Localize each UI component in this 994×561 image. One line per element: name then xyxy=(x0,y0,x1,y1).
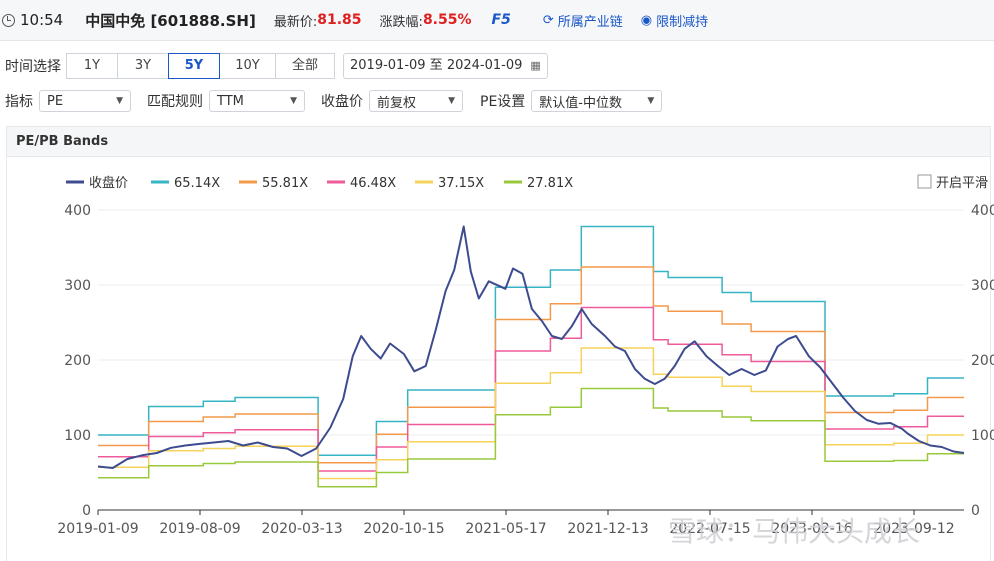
x-tick-label: 2023-09-12 xyxy=(873,521,954,537)
chevron-down-icon: ▼ xyxy=(290,96,297,106)
rule-value: TTM xyxy=(217,93,244,109)
rule-select[interactable]: TTM ▼ xyxy=(209,90,305,112)
stock-title: 中国中免 [601888.SH] xyxy=(85,11,256,30)
change-value: 8.55% xyxy=(422,12,472,28)
smooth-label: 开启平滑 xyxy=(936,176,988,191)
top-bar: 10:54 中国中免 [601888.SH] 最新价: 81.85 涨跌幅: 8… xyxy=(0,0,994,41)
latest-price-label: 最新价: xyxy=(273,14,318,30)
y-tick-label: 100 xyxy=(64,428,91,444)
legend-label: 收盘价 xyxy=(89,175,128,191)
smooth-checkbox[interactable] xyxy=(917,174,932,189)
price-value: 前复权 xyxy=(377,95,417,111)
panel-title: PE/PB Bands xyxy=(7,127,990,157)
period-3y-button[interactable]: 3Y xyxy=(117,52,169,79)
smooth-toggle[interactable]: 开启平滑 xyxy=(917,174,988,191)
y-tick-label-right: 400 xyxy=(971,203,994,219)
x-tick-label: 2021-12-13 xyxy=(567,521,648,537)
legend-label: 55.81X xyxy=(262,176,308,191)
price-label: 收盘价 xyxy=(321,94,363,110)
industry-chain-link[interactable]: ⟳ 所属产业链 xyxy=(543,11,623,30)
period-row: 时间选择 1Y 3Y 5Y 10Y 全部 2019-01-09 至 2024-0… xyxy=(0,52,548,79)
calendar-icon: ▦ xyxy=(530,58,541,72)
current-time: 10:54 xyxy=(20,11,64,29)
axes: 0 0 100 100 200 200 300 300 400 400 2019-01-09 2019… xyxy=(57,203,994,537)
x-tick-label: 2020-03-13 xyxy=(261,521,342,537)
x-tick-label: 2019-01-09 xyxy=(57,521,138,537)
price-line xyxy=(97,225,965,469)
change-label: 涨跌幅: xyxy=(379,14,423,30)
band-line-27.81X xyxy=(98,387,964,488)
x-tick-label: 2023-02-16 xyxy=(771,521,852,537)
chart-panel: PE/PB Bands xyxy=(6,126,991,561)
pe-setting-value: 默认值-中位数 xyxy=(539,95,622,111)
y-tick-label: 400 xyxy=(64,203,91,219)
y-tick-label-right: 0 xyxy=(971,503,980,519)
latest-price-value: 81.85 xyxy=(317,12,362,28)
date-range-picker[interactable]: 2019-01-09 至 2024-01-09 ▦ xyxy=(343,52,548,79)
price-select[interactable]: 前复权 ▼ xyxy=(369,90,463,112)
pe-setting-label: PE设置 xyxy=(480,94,526,110)
indicator-value: PE xyxy=(47,93,64,109)
legend-label: 46.48X xyxy=(350,176,396,191)
x-tick-label: 2020-10-15 xyxy=(363,521,444,537)
chain-icon: ⟳ xyxy=(542,12,554,28)
grid xyxy=(98,209,964,436)
indicator-label: 指标 xyxy=(5,94,33,110)
restricted-sale-label: 限制减持 xyxy=(656,14,709,30)
price-series-line xyxy=(97,225,965,469)
legend-label: 65.14X xyxy=(174,176,220,191)
y-tick-label-right: 100 xyxy=(971,428,994,444)
x-tick-label: 2022-07-15 xyxy=(669,521,750,537)
x-tick-label: 2019-08-09 xyxy=(159,521,240,537)
indicator-select[interactable]: PE ▼ xyxy=(39,90,131,112)
period-selector: 1Y 3Y 5Y 10Y 全部 xyxy=(66,52,335,79)
f5-button[interactable]: F5 xyxy=(491,12,511,28)
chevron-down-icon: ▼ xyxy=(116,96,123,106)
band-line-46.48X xyxy=(98,306,964,472)
band-line-65.14X xyxy=(98,225,964,457)
y-tick-label: 200 xyxy=(64,353,91,369)
chevron-down-icon: ▼ xyxy=(448,96,455,106)
rule-label: 匹配规则 xyxy=(147,94,203,110)
period-label: 时间选择 xyxy=(5,58,61,75)
lock-icon: ◉ xyxy=(640,12,653,28)
y-tick-label-right: 200 xyxy=(971,353,994,369)
y-tick-label: 300 xyxy=(64,278,91,294)
y-tick-label-right: 300 xyxy=(971,278,994,294)
period-5y-button[interactable]: 5Y xyxy=(168,52,220,79)
industry-chain-label: 所属产业链 xyxy=(557,14,623,30)
period-all-button[interactable]: 全部 xyxy=(275,52,335,79)
watermark: 雪球：马伟大头成长 xyxy=(668,515,920,548)
band-lines xyxy=(98,225,964,488)
date-range-text: 2019-01-09 至 2024-01-09 xyxy=(350,57,523,73)
clock-icon xyxy=(2,13,15,27)
legend: 收盘价 65.14X 55.81X 46.48X 37.15X 27.81X xyxy=(66,175,573,191)
pe-setting-select[interactable]: 默认值-中位数 ▼ xyxy=(531,90,663,112)
band-line-55.81X xyxy=(98,266,964,464)
restricted-sale-link[interactable]: ◉ 限制减持 xyxy=(641,11,708,30)
band-line-37.15X xyxy=(98,347,964,480)
settings-row: 指标 PE ▼ 匹配规则 TTM ▼ 收盘价 前复权 ▼ PE设置 默认值-中位… xyxy=(0,89,663,113)
chevron-down-icon: ▼ xyxy=(647,96,655,106)
clock: 10:54 xyxy=(2,11,63,29)
x-tick-label: 2021-05-17 xyxy=(465,521,546,537)
y-tick-label: 0 xyxy=(82,503,91,519)
legend-label: 37.15X xyxy=(438,176,484,191)
legend-label: 27.81X xyxy=(527,176,573,191)
